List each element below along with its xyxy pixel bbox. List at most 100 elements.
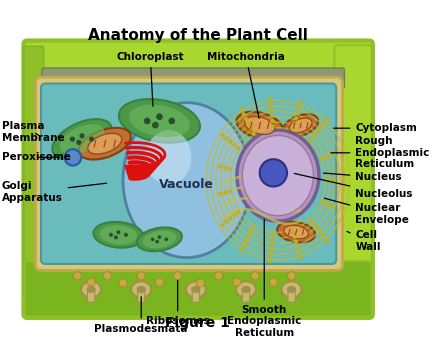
- Circle shape: [312, 135, 315, 137]
- Circle shape: [249, 230, 252, 233]
- Circle shape: [322, 122, 325, 125]
- Circle shape: [244, 240, 247, 243]
- Circle shape: [124, 233, 128, 237]
- Ellipse shape: [241, 286, 250, 293]
- Text: Nucleus: Nucleus: [323, 172, 401, 182]
- Circle shape: [157, 235, 161, 239]
- Circle shape: [330, 179, 332, 182]
- FancyBboxPatch shape: [36, 77, 342, 270]
- Circle shape: [137, 272, 145, 280]
- Circle shape: [228, 217, 231, 220]
- Circle shape: [329, 152, 332, 155]
- Text: Cytoplasm: Cytoplasm: [333, 123, 416, 133]
- Circle shape: [312, 223, 315, 226]
- Circle shape: [250, 272, 259, 280]
- Ellipse shape: [136, 286, 145, 293]
- Circle shape: [299, 256, 301, 259]
- FancyBboxPatch shape: [287, 288, 295, 302]
- Circle shape: [228, 167, 231, 170]
- Text: Rough
Endoplasmic
Reticulum: Rough Endoplasmic Reticulum: [330, 136, 429, 169]
- Circle shape: [299, 101, 301, 104]
- Circle shape: [247, 122, 249, 125]
- Circle shape: [118, 279, 127, 287]
- Text: Figure 1: Figure 1: [165, 316, 230, 330]
- Circle shape: [247, 235, 249, 238]
- Ellipse shape: [276, 222, 314, 242]
- Ellipse shape: [283, 225, 308, 239]
- Circle shape: [237, 147, 239, 150]
- Ellipse shape: [65, 149, 81, 166]
- Text: Golgi
Apparatus: Golgi Apparatus: [2, 181, 106, 203]
- Text: Plasmodesmata: Plasmodesmata: [94, 297, 187, 334]
- Text: Smooth
Endoplasmic
Reticulum: Smooth Endoplasmic Reticulum: [227, 219, 301, 338]
- Circle shape: [269, 278, 277, 286]
- FancyBboxPatch shape: [25, 42, 371, 78]
- Circle shape: [315, 130, 318, 133]
- Circle shape: [87, 278, 95, 286]
- FancyBboxPatch shape: [42, 68, 344, 88]
- Circle shape: [270, 114, 273, 117]
- Circle shape: [309, 219, 311, 222]
- Circle shape: [325, 155, 328, 157]
- Circle shape: [196, 279, 204, 287]
- Ellipse shape: [242, 136, 313, 216]
- Circle shape: [293, 236, 295, 238]
- Circle shape: [155, 240, 159, 244]
- Circle shape: [151, 122, 158, 129]
- Circle shape: [325, 118, 328, 121]
- Circle shape: [173, 272, 181, 280]
- Circle shape: [319, 126, 321, 129]
- Circle shape: [269, 255, 272, 257]
- Circle shape: [232, 214, 235, 216]
- Ellipse shape: [145, 130, 191, 185]
- Ellipse shape: [118, 99, 200, 143]
- Circle shape: [268, 98, 271, 100]
- FancyBboxPatch shape: [23, 46, 44, 296]
- Circle shape: [151, 237, 154, 241]
- Ellipse shape: [81, 281, 101, 298]
- Circle shape: [271, 125, 273, 127]
- Circle shape: [164, 237, 168, 241]
- Circle shape: [294, 241, 297, 244]
- Circle shape: [224, 191, 226, 194]
- Circle shape: [244, 117, 247, 120]
- Text: Chloroplast: Chloroplast: [116, 52, 184, 106]
- Circle shape: [293, 122, 295, 125]
- Ellipse shape: [185, 281, 205, 298]
- Circle shape: [69, 136, 75, 142]
- Circle shape: [239, 250, 242, 252]
- Circle shape: [291, 230, 294, 233]
- FancyBboxPatch shape: [41, 84, 335, 264]
- Circle shape: [144, 117, 150, 124]
- Ellipse shape: [237, 130, 318, 221]
- Ellipse shape: [129, 105, 189, 137]
- Circle shape: [239, 108, 242, 111]
- Ellipse shape: [137, 227, 181, 251]
- Circle shape: [114, 235, 118, 239]
- Circle shape: [296, 112, 298, 114]
- FancyBboxPatch shape: [137, 288, 145, 302]
- Circle shape: [330, 179, 332, 182]
- Ellipse shape: [289, 118, 311, 133]
- Circle shape: [269, 249, 272, 252]
- Circle shape: [251, 132, 254, 135]
- Circle shape: [319, 231, 321, 234]
- Circle shape: [218, 192, 221, 195]
- Circle shape: [242, 113, 244, 116]
- Circle shape: [218, 165, 221, 168]
- Circle shape: [270, 244, 273, 246]
- Circle shape: [224, 220, 227, 223]
- Circle shape: [270, 238, 273, 241]
- Circle shape: [325, 203, 328, 206]
- FancyBboxPatch shape: [23, 40, 373, 319]
- Circle shape: [76, 140, 81, 145]
- Circle shape: [220, 224, 223, 226]
- Circle shape: [214, 272, 222, 280]
- Circle shape: [315, 227, 318, 230]
- Text: Ribosomes: Ribosomes: [145, 281, 209, 326]
- Circle shape: [291, 127, 294, 130]
- Circle shape: [156, 113, 162, 120]
- Text: Vacuole: Vacuole: [159, 178, 214, 191]
- Circle shape: [220, 134, 223, 137]
- Circle shape: [329, 205, 332, 208]
